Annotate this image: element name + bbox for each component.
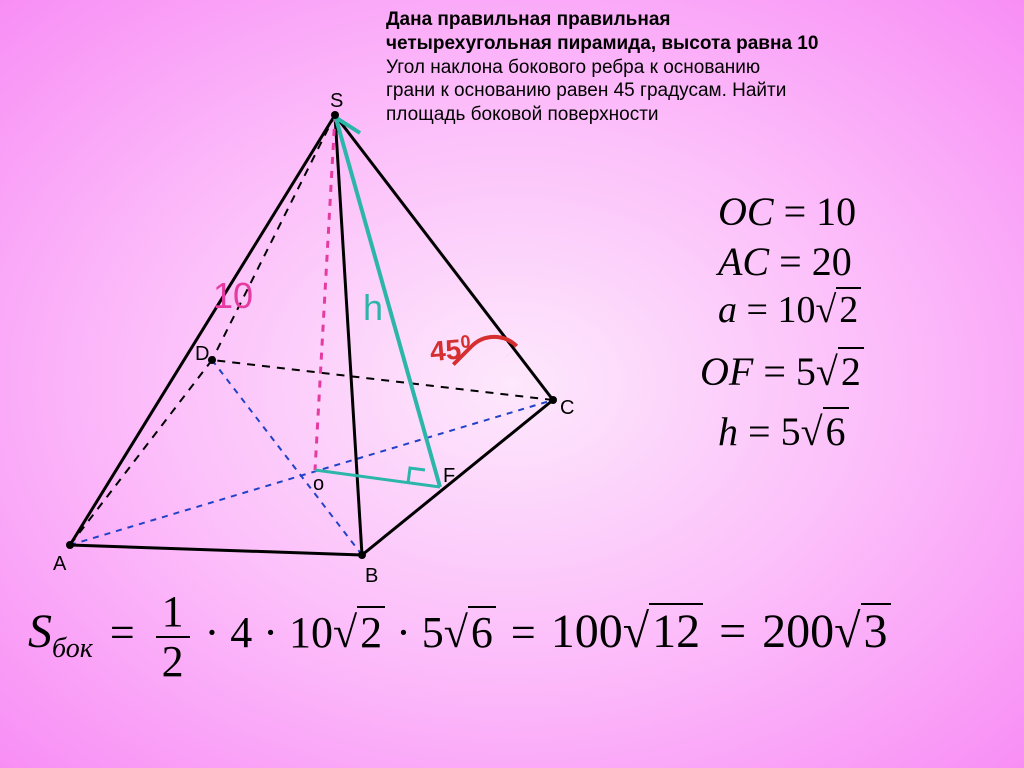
rad1: 2 [357, 606, 385, 657]
res-num: 200 [762, 605, 834, 658]
eq5-rad: 6 [823, 407, 849, 454]
eq3-op: = [747, 289, 768, 331]
sqrt-icon: 2 [816, 348, 864, 395]
vertex-label-a: A [53, 553, 66, 576]
eq2-op: = [779, 239, 802, 284]
sqrt-icon: 6 [444, 607, 496, 658]
fraction: 1 2 [156, 590, 190, 684]
angle-annotation: 450 [429, 331, 473, 368]
vertex-label-o: o [313, 473, 324, 496]
equation-of: OF = 52 [700, 348, 864, 395]
res-rad: 3 [861, 603, 891, 658]
apothem-annotation: h [363, 287, 383, 329]
eq3-lhs: a [718, 289, 737, 331]
sqrt-icon: 6 [801, 408, 849, 455]
eq1-rhs: 10 [816, 189, 856, 234]
vertex-label-f: F [443, 465, 455, 488]
sqrt-icon: 2 [333, 607, 385, 658]
eq3-num: 10 [777, 289, 815, 331]
pyramid-diagram: S A B C D o F 10 h 450 [5, 55, 580, 555]
problem-line2: четырехугольная пирамида, высота равна 1… [386, 33, 818, 54]
vertex-label-d: D [195, 343, 209, 366]
factor2: 10 [289, 608, 333, 657]
s-symbol: S [28, 605, 52, 658]
eq2-rhs: 20 [812, 239, 852, 284]
vertex-label-c: C [560, 397, 574, 420]
final-equation: Sбок = 1 2 · 4 · 102 · 56 = 10012 = 2003 [28, 590, 891, 684]
vertex-label-b: B [365, 565, 378, 588]
eq2-lhs: AC [718, 239, 769, 284]
factor1: 4 [230, 608, 252, 657]
eq5-op: = [748, 409, 771, 454]
problem-line1: Дана правильная правильная [386, 9, 670, 30]
sqrt-icon: 3 [834, 604, 890, 659]
equation-oc: OC = 10 [718, 188, 856, 235]
frac-num: 1 [156, 590, 190, 638]
eq3-rad: 2 [836, 287, 861, 331]
eq4-op: = [763, 349, 786, 394]
factor3: 5 [422, 608, 444, 657]
angle-value: 45 [429, 333, 463, 367]
rad2: 6 [468, 606, 496, 657]
eq4-rad: 2 [838, 347, 864, 394]
eq5-lhs: h [718, 409, 738, 454]
eq4-lhs: OF [700, 349, 753, 394]
frac-den: 2 [156, 638, 190, 684]
sqrt-icon: 2 [815, 288, 861, 332]
mid-rad: 12 [649, 603, 703, 658]
angle-degree: 0 [460, 331, 472, 352]
eq1-op: = [784, 189, 807, 234]
mid-num: 100 [551, 605, 623, 658]
eq4-num: 5 [796, 349, 816, 394]
eq5-num: 5 [781, 409, 801, 454]
equation-h: h = 56 [718, 408, 849, 455]
sqrt-icon: 12 [623, 604, 703, 659]
s-subscript: бок [52, 633, 93, 664]
height-annotation: 10 [213, 275, 253, 317]
vertex-label-s: S [330, 90, 343, 113]
pyramid-svg [5, 55, 580, 595]
equation-ac: AC = 20 [718, 238, 852, 285]
eq1-lhs: OC [718, 189, 774, 234]
equation-a: a = 10 2 [718, 288, 861, 332]
